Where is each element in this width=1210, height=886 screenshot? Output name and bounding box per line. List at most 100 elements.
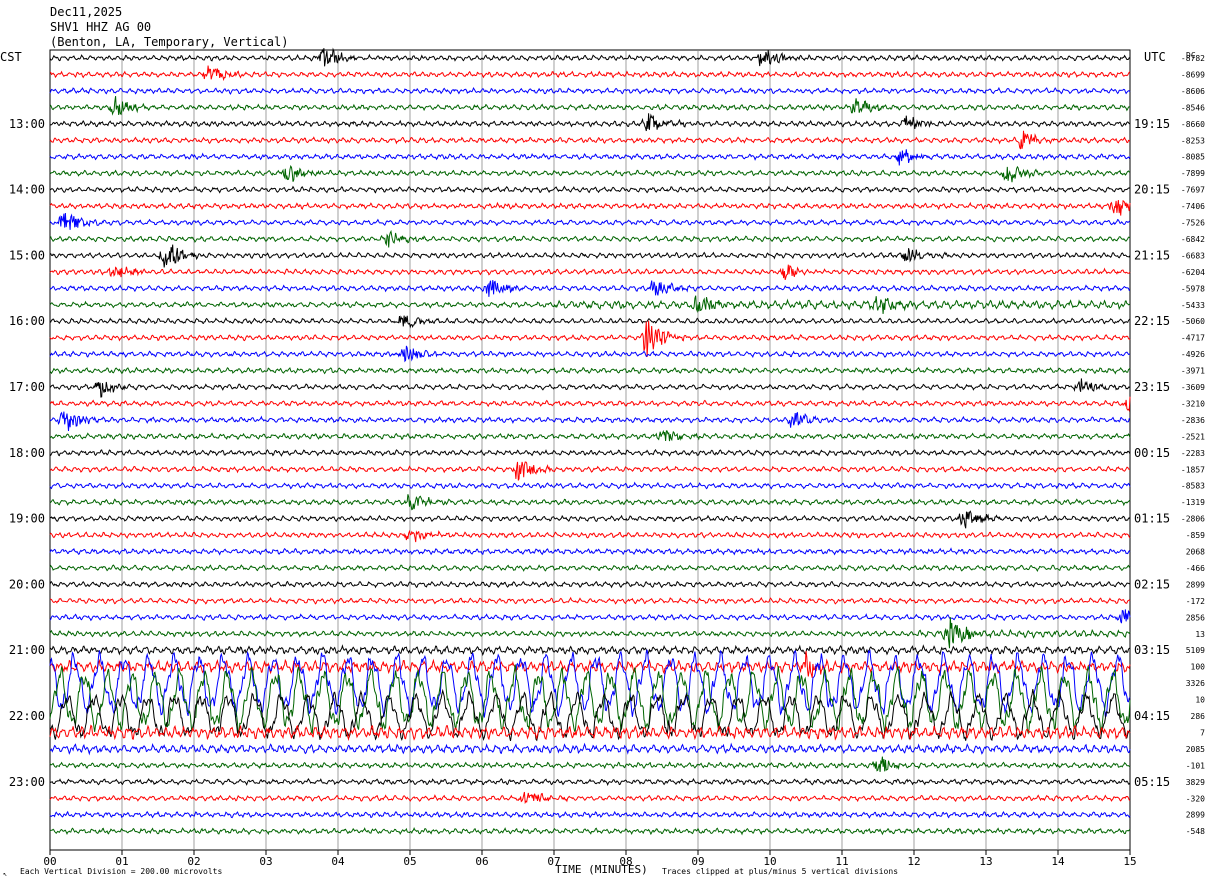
cst-hour-label: 13:00: [9, 117, 45, 131]
dc-offset-label: -2521: [1181, 432, 1205, 441]
x-tick-label: 12: [907, 855, 920, 868]
cst-hour-label: 18:00: [9, 446, 45, 460]
trace-row: [49, 229, 1131, 248]
utc-hour-label: 01:15: [1134, 512, 1170, 526]
cst-hour-label: 23:00: [9, 775, 45, 789]
trace-row: [49, 130, 1131, 150]
dc-offset-label: -5060: [1181, 317, 1205, 326]
minute-gridlines: [49, 49, 1131, 851]
utc-hour-label: 02:15: [1134, 577, 1170, 591]
utc-hour-label: 03:15: [1134, 643, 1170, 657]
x-tick-label: 03: [259, 855, 272, 868]
trace-row: [49, 664, 1131, 735]
x-tick-label: 07: [547, 855, 560, 868]
dc-offset-label: 286: [1191, 712, 1206, 721]
utc-hour-labels: 19:15 20:15 21:15 22:15 23:15 00:15 01:15 02:15…: [1134, 117, 1170, 789]
cst-hour-label: 16:00: [9, 314, 45, 328]
x-tick-label: 04: [331, 855, 345, 868]
dc-offset-label: 3829: [1186, 778, 1205, 787]
cst-axis-label: CST: [0, 50, 22, 64]
utc-hour-label: 00:15: [1134, 446, 1170, 460]
trace-row: [49, 320, 1131, 358]
dc-offset-label: -548: [1186, 827, 1205, 836]
dc-offset-label: -8606: [1181, 87, 1205, 96]
trace-row: [49, 609, 1131, 624]
x-tick-label: 14: [1051, 855, 1065, 868]
x-tick-label: 06: [475, 855, 488, 868]
utc-hour-label: 20:15: [1134, 183, 1170, 197]
dc-offset-label: -172: [1186, 597, 1205, 606]
dc-column-label: DC: [1186, 51, 1196, 60]
trace-row: [49, 47, 1131, 67]
cst-hour-label: 21:00: [9, 643, 45, 657]
dc-offset-label: -7697: [1181, 186, 1205, 195]
cst-hour-label: 17:00: [9, 380, 45, 394]
dc-offset-label: -7899: [1181, 169, 1205, 178]
utc-hour-label: 19:15: [1134, 117, 1170, 131]
dc-offset-label: -3971: [1181, 367, 1205, 376]
dc-offset-label: -859: [1186, 531, 1205, 540]
trace-row: [49, 65, 1131, 82]
dc-offset-label: -466: [1186, 564, 1205, 573]
x-tick-label: 02: [187, 855, 200, 868]
trace-row: [49, 688, 1131, 742]
trace-row: [49, 777, 1131, 787]
dc-offset-label: 2085: [1186, 745, 1205, 754]
trace-row: [49, 378, 1131, 398]
trace-row: [49, 481, 1131, 490]
x-tick-label: 10: [763, 855, 776, 868]
dc-offset-label: 2899: [1186, 811, 1205, 820]
trace-row: [49, 563, 1131, 573]
dc-offset-label: 100: [1191, 663, 1206, 672]
dc-offset-label: -3210: [1181, 399, 1205, 408]
trace-row: [49, 396, 1131, 413]
trace-row: [49, 580, 1131, 589]
trace-row: [49, 295, 1131, 314]
trace-row: [49, 827, 1131, 836]
x-axis-ticks: 00 01 02 03 04 05 06 07 08 09 10 11 12 13 14 15: [43, 850, 1137, 868]
dc-offset-label: -5978: [1181, 284, 1205, 293]
utc-axis-label: UTC: [1144, 50, 1166, 64]
dc-offset-label: 2856: [1186, 613, 1205, 622]
trace-row: [49, 810, 1131, 819]
trace-row: [49, 149, 1131, 166]
dc-offset-label: -8583: [1181, 482, 1205, 491]
dc-offset-label: -1319: [1181, 498, 1205, 507]
trace-row: [49, 264, 1131, 281]
utc-hour-label: 22:15: [1134, 314, 1170, 328]
x-tick-label: 13: [979, 855, 992, 868]
utc-hour-label: 05:15: [1134, 775, 1170, 789]
dc-offset-label: -8699: [1181, 70, 1205, 79]
header-location: (Benton, LA, Temporary, Vertical): [50, 35, 288, 49]
dc-offset-label: -8546: [1181, 103, 1205, 112]
trace-row: [49, 315, 1131, 329]
trace-row: [49, 185, 1131, 194]
dc-offset-label: -7526: [1181, 219, 1205, 228]
dc-offset-label: -8085: [1181, 153, 1205, 162]
dc-offset-label: -4717: [1181, 334, 1205, 343]
dc-offset-label: -8782: [1181, 54, 1205, 63]
dc-offset-labels: -8782 -8699 -8606 -8546 -8660 -8253 -8085 -7899…: [1181, 54, 1205, 836]
trace-row: [49, 510, 1131, 529]
dc-offset-label: -2283: [1181, 449, 1205, 458]
dc-offset-label: 13: [1195, 630, 1205, 639]
trace-row: [49, 756, 1131, 772]
scale-icon: ↖: [3, 870, 7, 878]
x-tick-label: 00: [43, 855, 56, 868]
trace-row: [49, 644, 1131, 657]
x-tick-label: 05: [403, 855, 416, 868]
trace-row: [49, 617, 1131, 649]
trace-row: [49, 494, 1131, 511]
trace-row: [49, 280, 1131, 297]
dc-offset-label: 10: [1195, 696, 1205, 705]
cst-hour-label: 19:00: [9, 512, 45, 526]
trace-row: [49, 345, 1131, 363]
dc-offset-label: 2068: [1186, 548, 1205, 557]
dc-offset-label: -101: [1186, 761, 1205, 770]
trace-row: [49, 366, 1131, 375]
dc-offset-label: 2899: [1186, 580, 1205, 589]
dc-offset-label: -5433: [1181, 301, 1205, 310]
dc-offset-label: -4926: [1181, 350, 1205, 359]
x-tick-label: 08: [619, 855, 632, 868]
x-tick-label: 15: [1123, 855, 1136, 868]
